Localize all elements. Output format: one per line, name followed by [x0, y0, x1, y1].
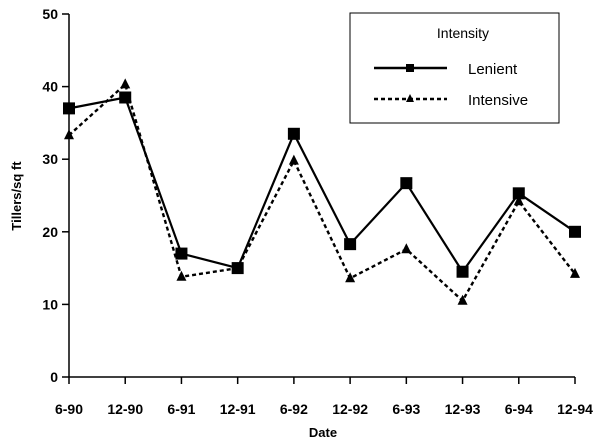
data-point-lenient [456, 265, 469, 278]
legend-marker-intensive [406, 94, 414, 102]
data-point-lenient [287, 127, 300, 140]
data-point-intensive [64, 129, 74, 140]
x-tick-label: 6-91 [167, 401, 195, 417]
series-line-intensive [68, 82, 576, 303]
y-tick-label: 50 [42, 6, 58, 22]
data-point-lenient [231, 262, 244, 275]
series-lenient [63, 91, 581, 278]
y-tick-label: 20 [42, 224, 58, 240]
data-point-lenient [569, 225, 581, 238]
legend-item-lenient: Lenient [374, 61, 518, 78]
x-tick-label: 6-92 [280, 401, 308, 417]
data-point-lenient [63, 102, 75, 115]
legend-item-intensive: Intensive [374, 92, 528, 109]
data-point-lenient [400, 177, 413, 190]
data-point-intensive [513, 195, 524, 206]
data-point-intensive [457, 294, 468, 305]
y-tick-label: 40 [42, 79, 58, 95]
data-point-intensive [288, 154, 299, 165]
x-tick-label: 12-94 [557, 401, 593, 417]
axes: 0 10 20 30 40 50 6-90 12-90 6-91 12-91 6-92 12-92 6-… [42, 6, 593, 417]
data-point-lenient [119, 91, 132, 104]
data-point-lenient [175, 247, 188, 260]
legend-label-lenient: Lenient [468, 61, 518, 78]
x-tick-label: 12-93 [445, 401, 481, 417]
legend: Intensity Lenient Intensive [349, 12, 560, 124]
legend-label-intensive: Intensive [468, 92, 528, 109]
data-point-intensive [570, 267, 580, 278]
y-tick-label: 0 [50, 369, 58, 385]
x-tick-label: 12-91 [220, 401, 256, 417]
y-tick-label: 10 [42, 296, 58, 312]
data-point-intensive [176, 270, 187, 281]
x-tick-label: 6-93 [392, 401, 420, 417]
series-line-lenient [68, 96, 576, 274]
y-tick-label: 30 [42, 151, 58, 167]
legend-marker-lenient [406, 64, 414, 72]
data-point-intensive [345, 272, 356, 283]
data-point-lenient [512, 187, 525, 200]
x-axis-title: Date [309, 425, 337, 440]
x-tick-label: 12-92 [332, 401, 368, 417]
x-tick-label: 6-94 [505, 401, 533, 417]
y-axis-title: Tillers/sq ft [9, 161, 24, 231]
data-point-lenient [344, 238, 357, 251]
data-point-intensive [401, 243, 412, 254]
legend-title: Intensity [437, 25, 489, 41]
data-point-intensive [120, 78, 131, 89]
x-tick-label: 6-90 [55, 401, 83, 417]
series-layer [63, 78, 581, 305]
x-tick-label: 12-90 [107, 401, 143, 417]
